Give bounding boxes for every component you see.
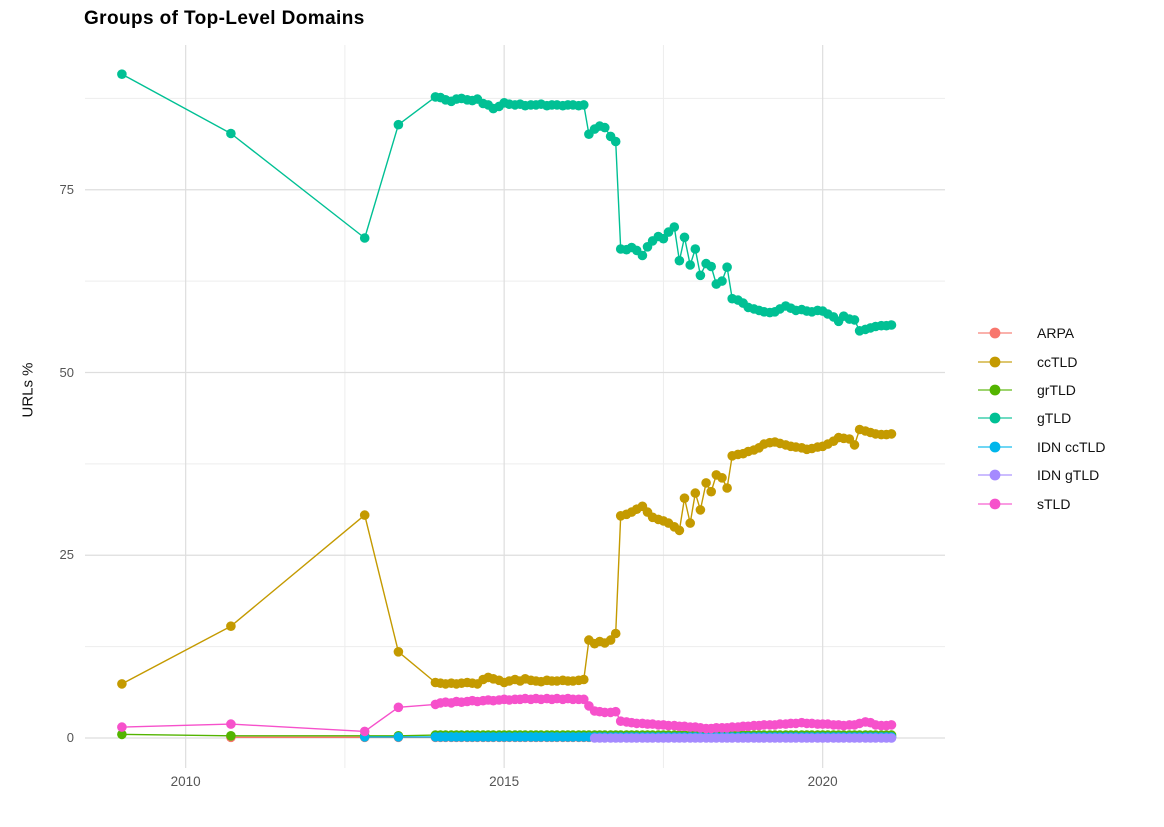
legend-item-gtld: gTLD [977,404,1105,432]
data-point [706,486,716,497]
data-point [685,518,695,528]
data-point [359,510,370,520]
y-tick-label: 25 [59,547,74,563]
series-points-idn-gtld [589,733,897,743]
data-point [393,647,404,657]
legend-label: IDN ccTLD [1037,438,1106,455]
data-point [600,122,610,133]
data-point [849,440,860,450]
legend-key-icon [978,356,1012,367]
data-point [690,244,701,254]
legend-label: IDN gTLD [1037,467,1100,484]
legend-key-dot [989,327,1001,339]
data-point [658,233,669,244]
data-point [886,320,897,330]
data-point [886,429,897,439]
data-point [605,635,616,645]
data-point [579,674,589,685]
data-point [706,261,716,272]
x-tick-label: 2015 [489,774,520,789]
data-point [610,136,621,147]
data-point [226,621,236,631]
legend-label: gTLD [1037,410,1072,427]
y-tick-label: 50 [59,364,74,380]
legend-key-icon [978,469,1012,481]
data-point [849,315,860,325]
data-point [393,119,404,130]
data-point [226,128,236,139]
data-point [679,493,690,504]
series-line-cctld [121,428,892,685]
data-point [117,729,127,740]
data-point [690,488,701,498]
data-point [695,270,706,281]
legend-key-dot [989,412,1001,424]
data-point [674,525,685,536]
legend-key-icon [978,384,1012,396]
data-point [722,262,732,273]
data-point [701,478,711,488]
data-point [117,722,127,732]
data-point [679,232,690,243]
data-point [117,679,127,689]
legend-label: ccTLD [1037,353,1078,370]
data-point [717,276,727,286]
data-point [695,505,706,515]
legend-key-icon [978,412,1012,424]
legend-key-dot [989,384,1001,396]
legend-item-stld: sTLD [977,489,1105,517]
data-point [674,255,685,266]
legend-item-idn-gtld: IDN gTLD [977,461,1105,489]
x-tick-label: 2010 [170,774,201,789]
series-points-gtld [117,69,897,336]
legend-item-cctld: ccTLD [977,347,1105,375]
data-point [717,473,727,483]
legend-item-arpa: ARPA [977,319,1105,347]
data-point [886,733,897,743]
data-point [637,250,648,261]
legend-key-dot [989,469,1001,481]
data-point [117,69,127,79]
data-point [359,726,370,737]
data-point [579,694,589,705]
gridlines-minor [85,45,945,768]
data-point [226,719,236,729]
data-point [610,706,621,717]
legend-key-dot [989,441,1001,453]
data-point [722,483,732,493]
series-line-gtld [121,73,892,332]
gridlines-major [85,45,945,768]
legend-label: ARPA [1037,325,1075,342]
legend: ARPA ccTLD grTLD gTLD IDN ccTLD IDN gTLD sTLD [977,319,1105,518]
legend-key-icon [978,441,1012,453]
data-point [393,702,404,713]
legend-key-dot [989,498,1001,509]
y-tick-label: 75 [59,181,74,197]
data-point [685,260,695,270]
legend-key-icon [978,498,1012,509]
legend-label: sTLD [1037,495,1071,512]
x-tick-label: 2020 [807,774,838,789]
data-point [226,731,236,741]
series-lines [121,73,892,739]
data-point [359,233,370,243]
series-points-cctld [117,424,897,689]
y-tick-label: 0 [66,730,74,746]
legend-label: grTLD [1037,381,1076,398]
chart-title: Groups of Top-Level Domains [84,8,365,29]
legend-key-dot [989,356,1001,367]
legend-item-grtld: grTLD [977,376,1105,404]
data-point [579,100,589,110]
series-points [117,69,897,743]
data-point [393,732,404,742]
legend-key-icon [978,327,1012,339]
series-points-stld [117,693,897,737]
data-point [886,720,897,730]
data-point [669,222,680,232]
data-point [610,628,621,639]
legend-item-idn-cctld: IDN ccTLD [977,433,1105,461]
